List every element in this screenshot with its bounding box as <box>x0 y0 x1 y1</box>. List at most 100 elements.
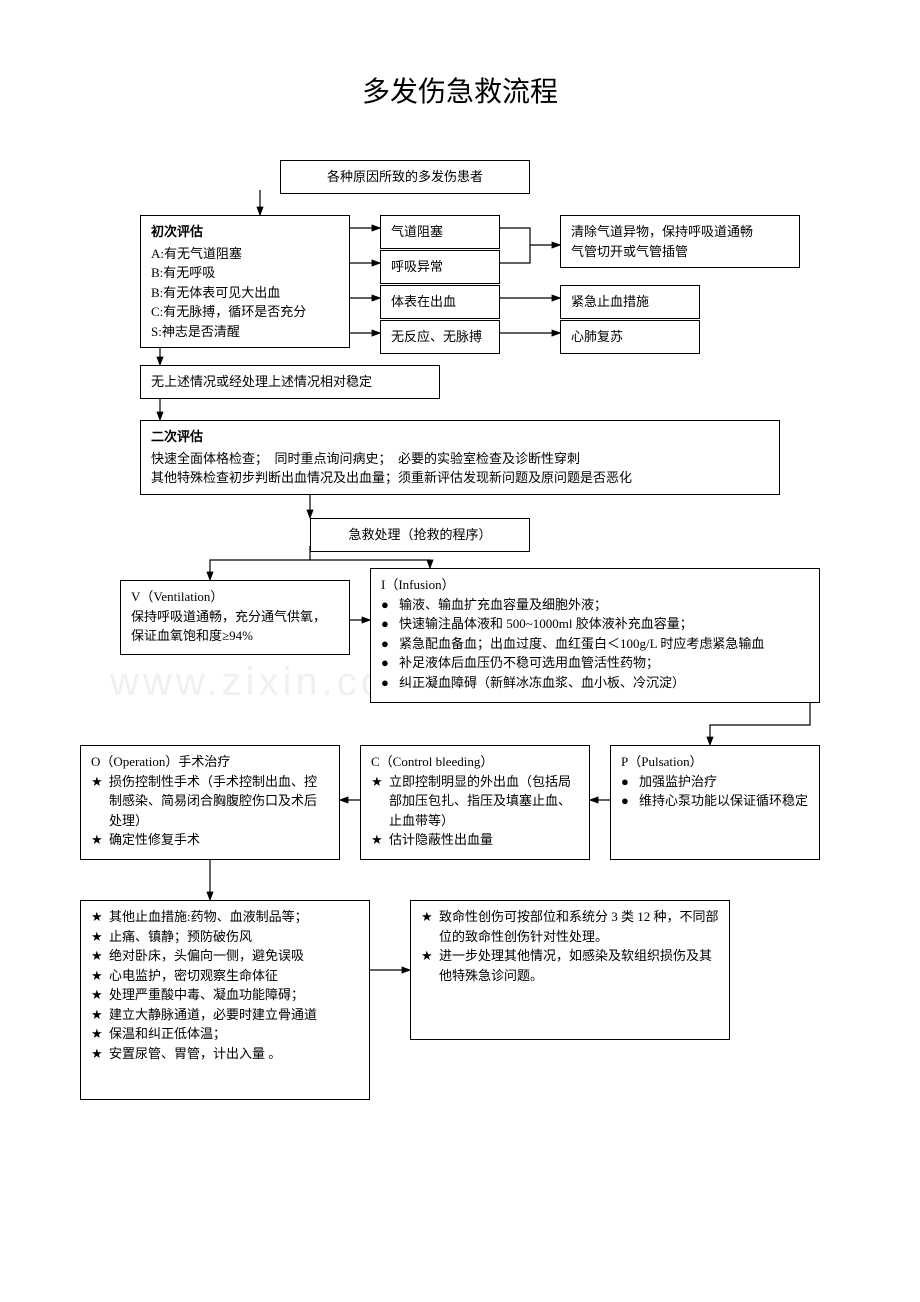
bullet-text: 维持心泵功能以保证循环稳定 <box>639 791 808 811</box>
bullet-text: 建立大静脉通道，必要时建立骨通道 <box>109 1005 317 1025</box>
bullet-item: ★ 心电监护，密切观察生命体征 <box>91 966 359 986</box>
bullet-item: ●纠正凝血障碍（新鲜冰冻血浆、血小板、冷沉淀） <box>381 673 809 693</box>
bullet-item: ●补足液体后血压仍不稳可选用血管活性药物； <box>381 653 809 673</box>
bullet-item: ●紧急配血备血；出血过度、血红蛋白＜100g/L 时应考虑紧急输血 <box>381 634 809 654</box>
bullet-text: 绝对卧床，头偏向一侧，避免误吸 <box>109 946 304 966</box>
text-line: B:有无呼吸 <box>151 263 339 283</box>
node-action-cpr: 心肺复苏 <box>560 320 700 354</box>
i-title: I（Infusion） <box>381 575 809 595</box>
node-emergency: 急救处理（抢救的程序） <box>310 518 530 552</box>
bullet-item: ★估计隐蔽性出血量 <box>371 830 579 850</box>
node-start: 各种原因所致的多发伤患者 <box>280 160 530 194</box>
bullet-icon: ★ <box>421 946 439 966</box>
bullet-text: 补足液体后血压仍不稳可选用血管活性药物； <box>399 653 659 673</box>
bullet-text: 安置尿管、胃管，计出入量 。 <box>109 1044 281 1064</box>
text-line: 清除气道异物，保持呼吸道通畅 <box>571 222 789 242</box>
bullet-item: ●加强监护治疗 <box>621 772 809 792</box>
text-line: B:有无体表可见大出血 <box>151 283 339 303</box>
text-line: 其他特殊检查初步判断出血情况及出血量；须重新评估发现新问题及原问题是否恶化 <box>151 468 769 488</box>
text-line: 快速全面体格检查； 同时重点询问病史； 必要的实验室检查及诊断性穿刺 <box>151 449 769 469</box>
text-line: 保持呼吸道通畅，充分通气供氧， <box>131 607 339 627</box>
other-bullets: ★其他止血措施:药物、血液制品等；★ 止痛、镇静；预防破伤风★ 绝对卧床，头偏向… <box>91 907 359 1063</box>
o-title: O（Operation）手术治疗 <box>91 752 329 772</box>
fatal-bullets: ★致命性创伤可按部位和系统分 3 类 12 种，不同部位的致命性创伤针对性处理。… <box>421 907 719 985</box>
bullet-text: 止痛、镇静；预防破伤风 <box>109 927 252 947</box>
bullet-icon: ● <box>381 634 399 654</box>
bullet-item: ★ 止痛、镇静；预防破伤风 <box>91 927 359 947</box>
node-pulsation: P（Pulsation） ●加强监护治疗●维持心泵功能以保证循环稳定 <box>610 745 820 860</box>
node-other-measures: ★其他止血措施:药物、血液制品等；★ 止痛、镇静；预防破伤风★ 绝对卧床，头偏向… <box>80 900 370 1100</box>
text-line: 气管切开或气管插管 <box>571 242 789 262</box>
node-control-bleeding: C（Control bleeding） ★立即控制明显的外出血（包括局部加压包扎… <box>360 745 590 860</box>
node-cond-breathing: 呼吸异常 <box>380 250 500 284</box>
bullet-text: 处理严重酸中毒、凝血功能障碍； <box>109 985 304 1005</box>
bullet-icon: ● <box>621 791 639 811</box>
primary-lines: A:有无气道阻塞B:有无呼吸B:有无体表可见大出血C:有无脉搏，循环是否充分S:… <box>151 244 339 342</box>
text-line: A:有无气道阻塞 <box>151 244 339 264</box>
bullet-icon: ★ <box>91 927 109 947</box>
page-title: 多发伤急救流程 <box>60 70 860 110</box>
bullet-item: ★进一步处理其他情况，如感染及软组织损伤及其他特殊急诊问题。 <box>421 946 719 985</box>
node-infusion: I（Infusion） ●输液、输血扩充血容量及细胞外液；●快速输注晶体液和 5… <box>370 568 820 703</box>
node-cond-airway: 气道阻塞 <box>380 215 500 249</box>
bullet-icon: ★ <box>91 1044 109 1064</box>
bullet-text: 心电监护，密切观察生命体征 <box>109 966 278 986</box>
node-ventilation: V（Ventilation） 保持呼吸道通畅，充分通气供氧，保证血氧饱和度≥94… <box>120 580 350 655</box>
bullet-icon: ★ <box>91 907 109 927</box>
bullet-item: ★立即控制明显的外出血（包括局部加压包扎、指压及填塞止血、止血带等） <box>371 772 579 831</box>
bullet-text: 保温和纠正低体温； <box>109 1024 226 1044</box>
p-bullets: ●加强监护治疗●维持心泵功能以保证循环稳定 <box>621 772 809 811</box>
node-primary-assessment: 初次评估 A:有无气道阻塞B:有无呼吸B:有无体表可见大出血C:有无脉搏，循环是… <box>140 215 350 348</box>
node-action-airway: 清除气道异物，保持呼吸道通畅气管切开或气管插管 <box>560 215 800 268</box>
bullet-item: ●快速输注晶体液和 500~1000ml 胶体液补充血容量； <box>381 614 809 634</box>
bullet-item: ★其他止血措施:药物、血液制品等； <box>91 907 359 927</box>
text-line: 保证血氧饱和度≥94% <box>131 626 339 646</box>
primary-title: 初次评估 <box>151 222 339 242</box>
bullet-icon: ★ <box>91 772 109 792</box>
node-cond-bleeding: 体表在出血 <box>380 285 500 319</box>
bullet-icon: ★ <box>421 907 439 927</box>
bullet-text: 致命性创伤可按部位和系统分 3 类 12 种，不同部位的致命性创伤针对性处理。 <box>439 907 719 946</box>
bullet-icon: ★ <box>91 830 109 850</box>
node-cond-noresp: 无反应、无脉搏 <box>380 320 500 354</box>
bullet-item: ★损伤控制性手术（手术控制出血、控制感染、简易闭合胸腹腔伤口及术后处理） <box>91 772 329 831</box>
bullet-text: 紧急配血备血；出血过度、血红蛋白＜100g/L 时应考虑紧急输血 <box>399 634 764 654</box>
bullet-item: ★ 绝对卧床，头偏向一侧，避免误吸 <box>91 946 359 966</box>
bullet-icon: ★ <box>91 1005 109 1025</box>
bullet-icon: ★ <box>91 985 109 1005</box>
bullet-icon: ★ <box>91 966 109 986</box>
secondary-title: 二次评估 <box>151 427 769 447</box>
bullet-item: ●输液、输血扩充血容量及细胞外液； <box>381 595 809 615</box>
bullet-text: 加强监护治疗 <box>639 772 717 792</box>
bullet-item: ★建立大静脉通道，必要时建立骨通道 <box>91 1005 359 1025</box>
bullet-text: 快速输注晶体液和 500~1000ml 胶体液补充血容量； <box>399 614 693 634</box>
bullet-icon: ● <box>381 673 399 693</box>
v-lines: 保持呼吸道通畅，充分通气供氧，保证血氧饱和度≥94% <box>131 607 339 646</box>
p-title: P（Pulsation） <box>621 752 809 772</box>
c-bullets: ★立即控制明显的外出血（包括局部加压包扎、指压及填塞止血、止血带等）★估计隐蔽性… <box>371 772 579 850</box>
i-bullets: ●输液、输血扩充血容量及细胞外液；●快速输注晶体液和 500~1000ml 胶体… <box>381 595 809 693</box>
node-fatal-injury: ★致命性创伤可按部位和系统分 3 类 12 种，不同部位的致命性创伤针对性处理。… <box>410 900 730 1040</box>
o-bullets: ★损伤控制性手术（手术控制出血、控制感染、简易闭合胸腹腔伤口及术后处理）★确定性… <box>91 772 329 850</box>
bullet-icon: ● <box>381 595 399 615</box>
node-secondary-assessment: 二次评估 快速全面体格检查； 同时重点询问病史； 必要的实验室检查及诊断性穿刺其… <box>140 420 780 495</box>
node-action-bleed: 紧急止血措施 <box>560 285 700 319</box>
bullet-icon: ★ <box>91 946 109 966</box>
secondary-lines: 快速全面体格检查； 同时重点询问病史； 必要的实验室检查及诊断性穿刺其他特殊检查… <box>151 449 769 488</box>
bullet-text: 确定性修复手术 <box>109 830 200 850</box>
bullet-item: ★致命性创伤可按部位和系统分 3 类 12 种，不同部位的致命性创伤针对性处理。 <box>421 907 719 946</box>
bullet-text: 损伤控制性手术（手术控制出血、控制感染、简易闭合胸腹腔伤口及术后处理） <box>109 772 329 831</box>
bullet-text: 纠正凝血障碍（新鲜冰冻血浆、血小板、冷沉淀） <box>399 673 685 693</box>
text-line: S:神志是否清醒 <box>151 322 339 342</box>
bullet-icon: ● <box>621 772 639 792</box>
bullet-text: 输液、输血扩充血容量及细胞外液； <box>399 595 607 615</box>
text-line: C:有无脉搏，循环是否充分 <box>151 302 339 322</box>
bullet-item: ●维持心泵功能以保证循环稳定 <box>621 791 809 811</box>
v-title: V（Ventilation） <box>131 587 339 607</box>
flowchart-canvas: www.zixin.com.cn 各种原因所致的多发伤患者 初次评估 A:有无气… <box>60 160 860 1260</box>
bullet-text: 立即控制明显的外出血（包括局部加压包扎、指压及填塞止血、止血带等） <box>389 772 579 831</box>
bullet-icon: ★ <box>91 1024 109 1044</box>
node-stable: 无上述情况或经处理上述情况相对稳定 <box>140 365 440 399</box>
c-title: C（Control bleeding） <box>371 752 579 772</box>
bullet-text: 进一步处理其他情况，如感染及软组织损伤及其他特殊急诊问题。 <box>439 946 719 985</box>
